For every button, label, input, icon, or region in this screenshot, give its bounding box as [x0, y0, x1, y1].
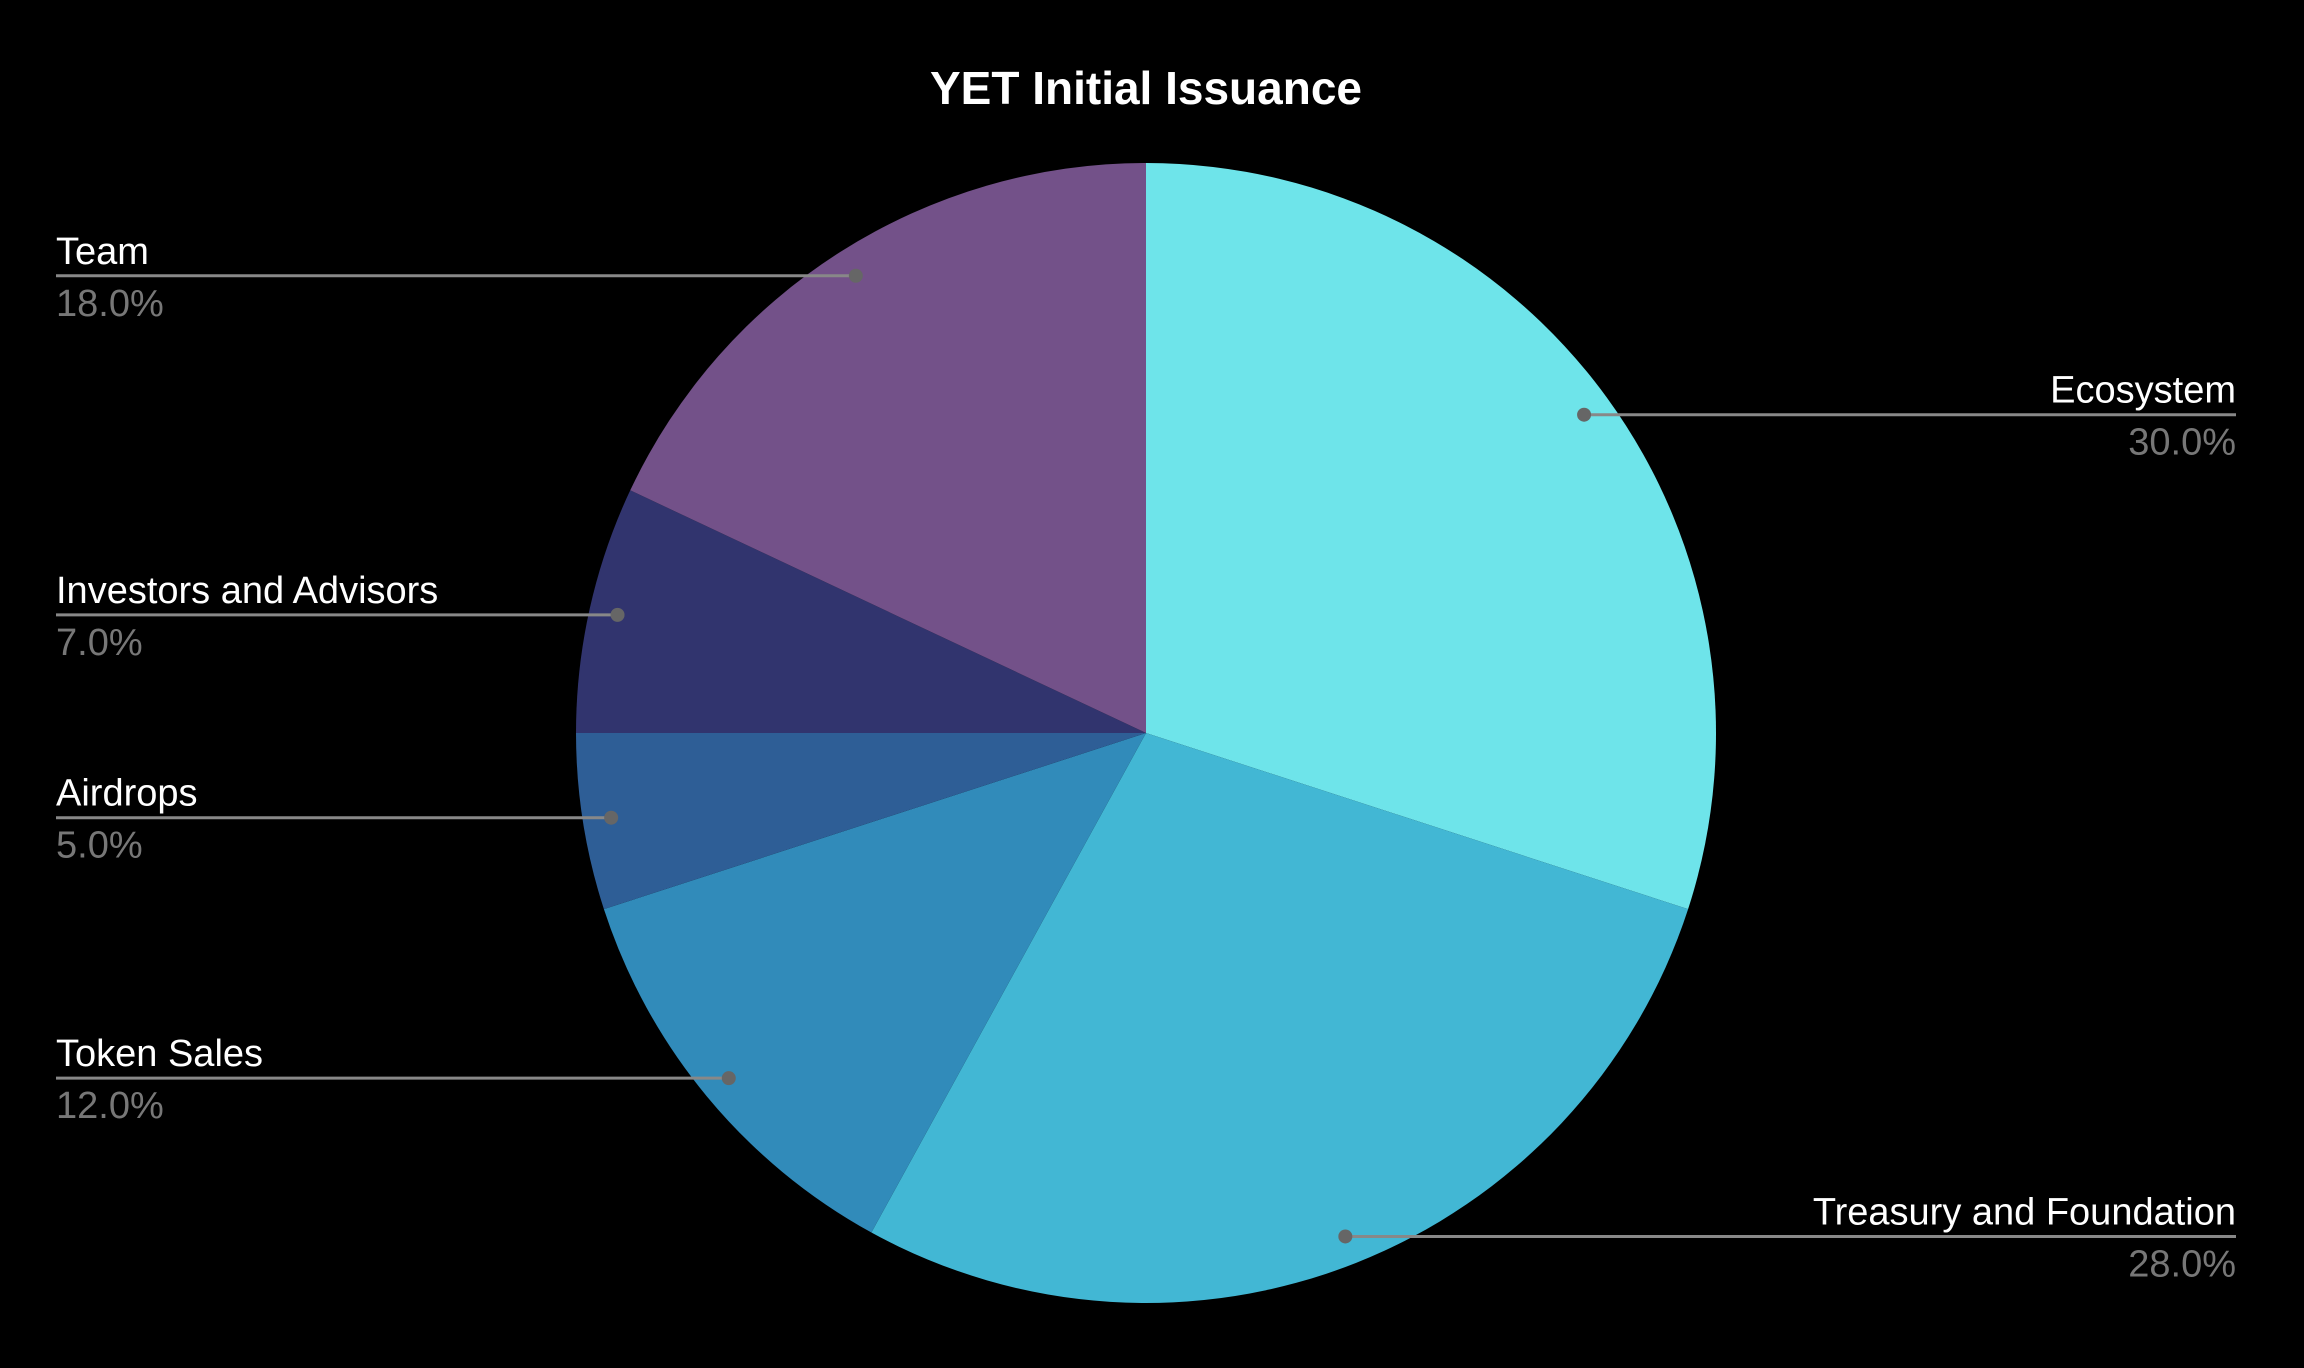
leader-dot — [1338, 1229, 1353, 1244]
pie-slice — [1146, 163, 1717, 910]
slice-value-label: 30.0% — [2128, 422, 2236, 464]
slice-value-label: 5.0% — [56, 825, 143, 867]
slice-label: Investors and Advisors — [56, 570, 438, 612]
pie-slice — [576, 733, 1146, 910]
slice-value-label: 7.0% — [56, 622, 143, 664]
slice-value-label: 12.0% — [56, 1085, 164, 1127]
pie-slice — [603, 733, 1146, 1233]
slice-value-label: 28.0% — [2128, 1243, 2236, 1285]
leader-dot — [848, 268, 863, 283]
slice-label: Treasury and Foundation — [1813, 1191, 2236, 1233]
pie-slice — [871, 733, 1689, 1304]
leader-dot — [721, 1071, 736, 1086]
pie-slice — [576, 490, 1146, 733]
slice-value-label: 18.0% — [56, 283, 164, 325]
pie-slice — [630, 163, 1146, 733]
slice-label: Team — [56, 231, 149, 273]
slice-label: Ecosystem — [2050, 370, 2236, 412]
leader-dot — [1577, 407, 1592, 422]
leader-dot — [604, 810, 619, 825]
slice-label: Airdrops — [56, 773, 198, 815]
slice-label: Token Sales — [56, 1033, 263, 1075]
chart-title: YET Initial Issuance — [930, 62, 1362, 114]
leader-dot — [610, 607, 625, 622]
